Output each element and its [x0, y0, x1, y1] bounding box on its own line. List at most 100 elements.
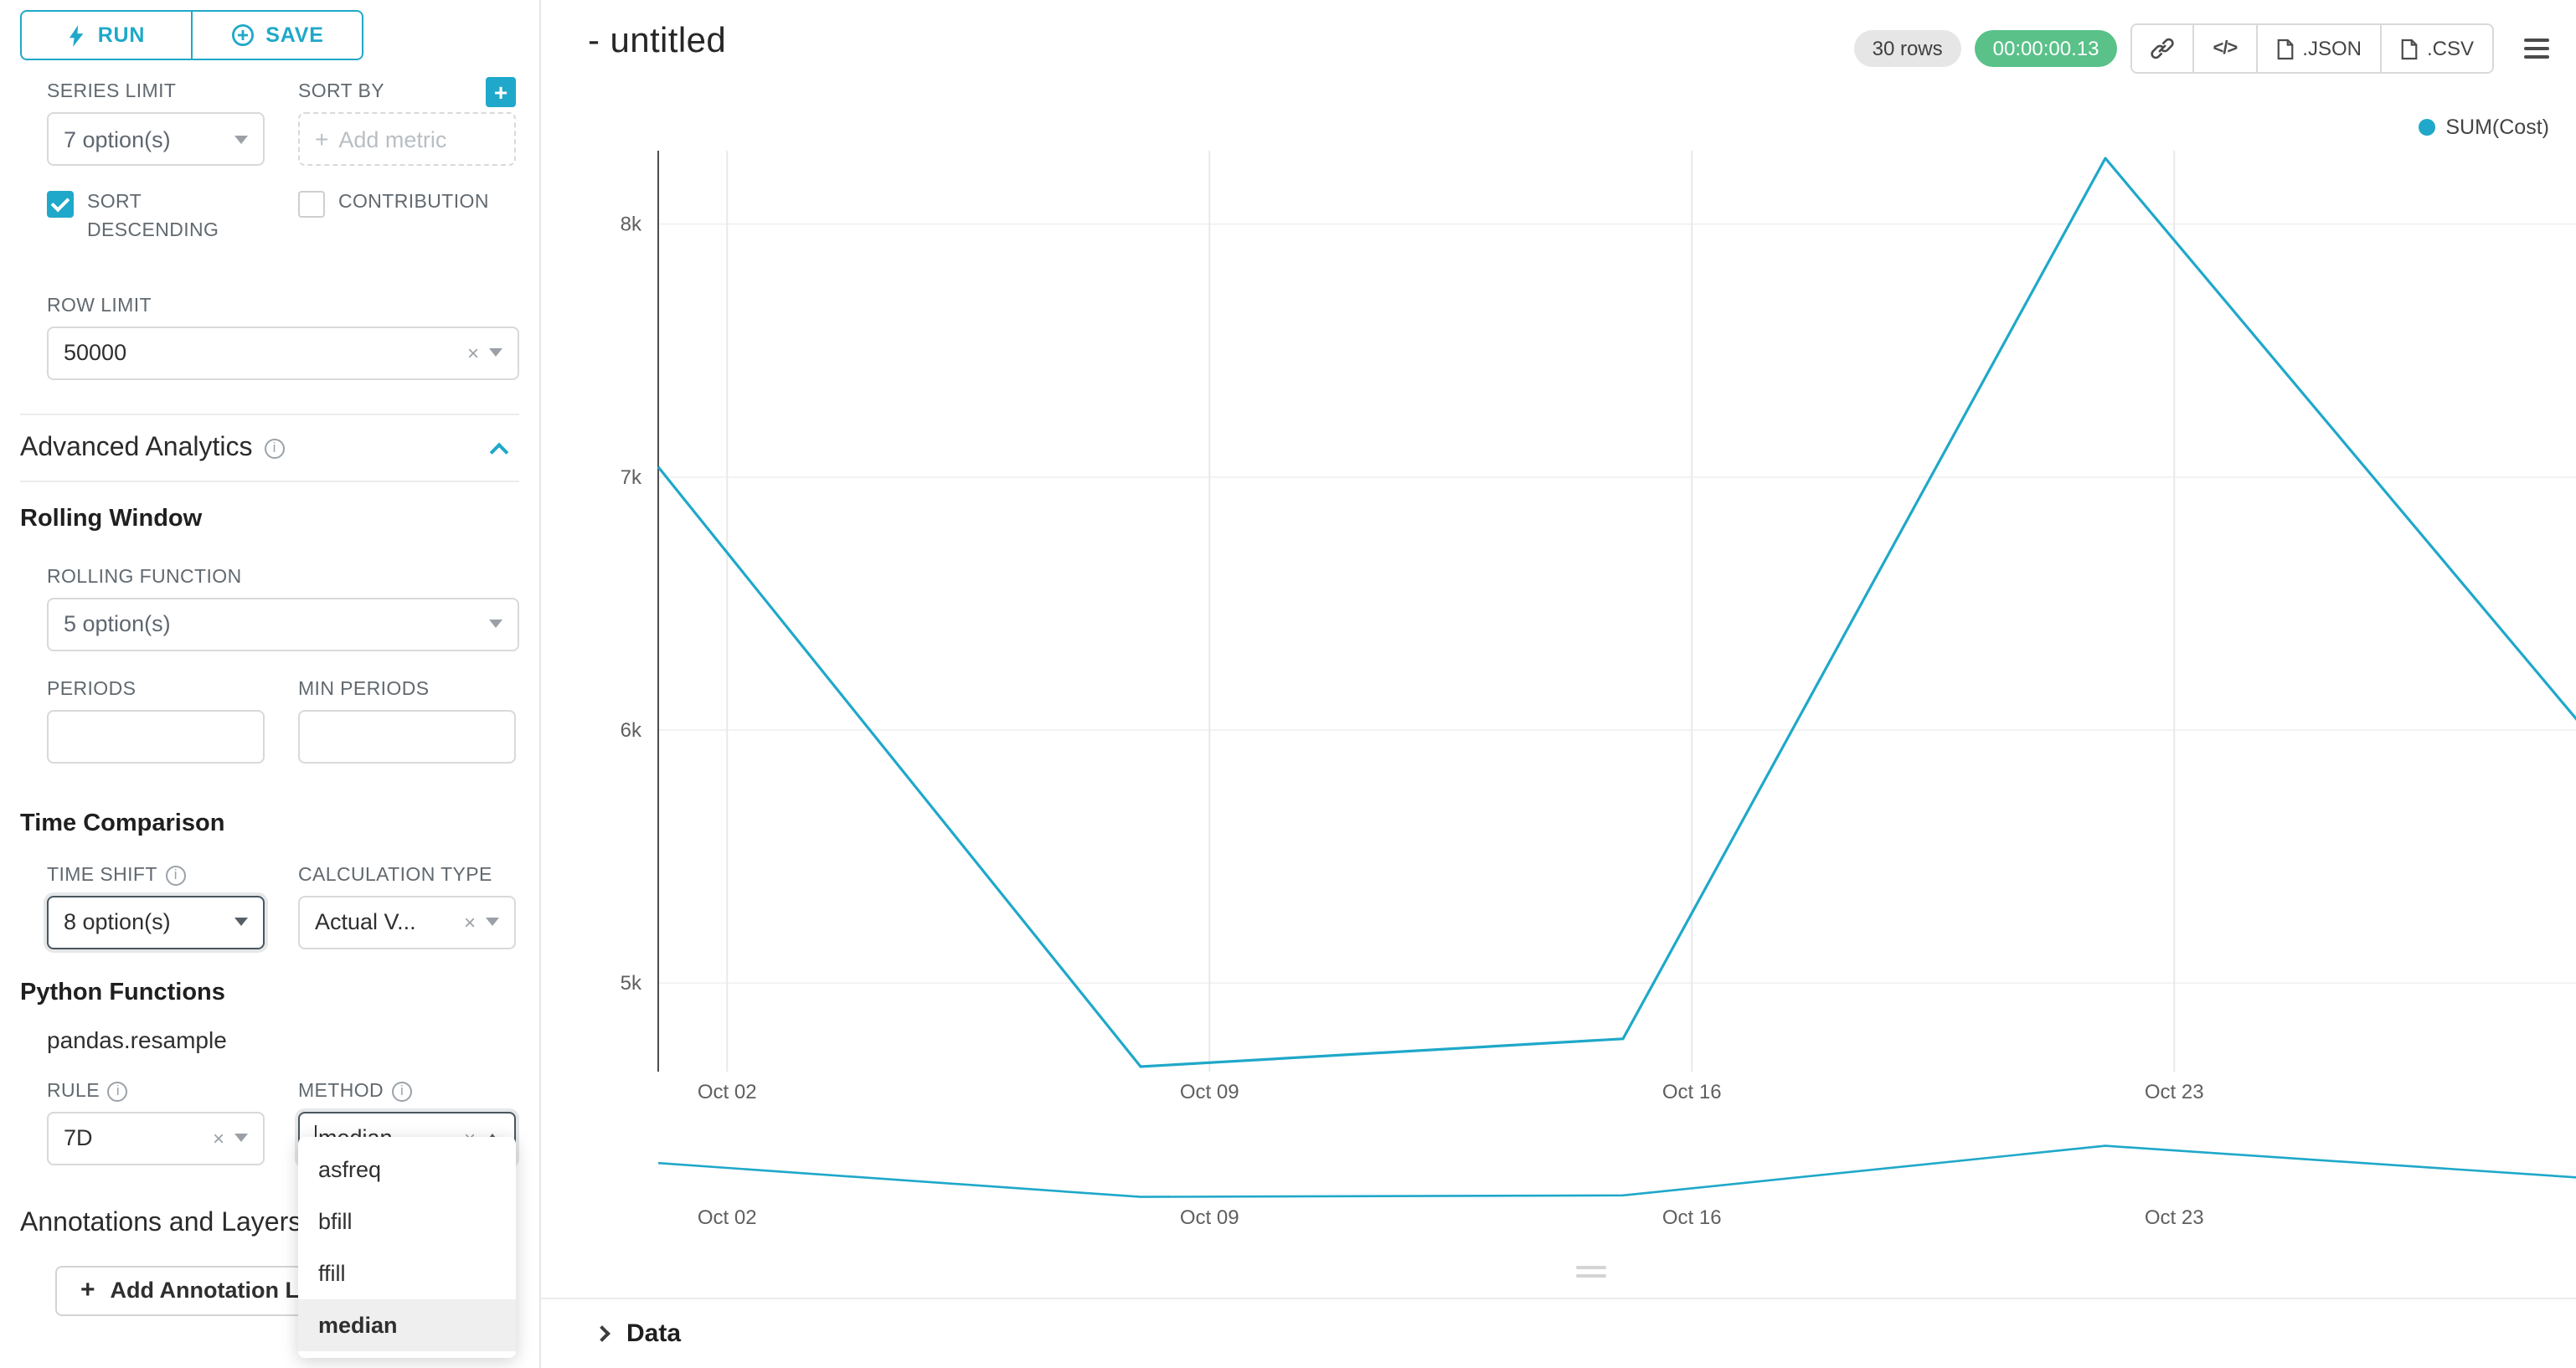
method-option[interactable]: median [298, 1299, 516, 1350]
series-limit-control: SERIES LIMIT 7 option(s) [47, 77, 265, 166]
sort-descending-label: SORT DESCENDING [87, 193, 219, 242]
rolling-function-control: ROLLING FUNCTION 5 option(s) [47, 562, 519, 651]
save-icon [231, 23, 254, 47]
menu-button[interactable] [2514, 28, 2559, 69]
row-limit-value: 50000 [64, 340, 127, 365]
svg-text:Oct 02: Oct 02 [698, 1206, 757, 1229]
json-label: .JSON [2302, 37, 2362, 60]
svg-text:6k: 6k [621, 719, 642, 742]
rule-value: 7D [64, 1125, 93, 1150]
calculation-type-label: CALCULATION TYPE [298, 865, 492, 885]
rows-badge: 30 rows [1853, 30, 1961, 67]
chevron-down-icon [234, 1134, 248, 1142]
time-shift-value: 8 option(s) [64, 909, 171, 934]
export-json-button[interactable]: .JSON [2255, 25, 2380, 72]
method-option[interactable]: ffill [318, 1260, 346, 1285]
legend[interactable]: SUM(Cost) [2419, 116, 2549, 139]
clear-icon[interactable]: × [212, 1126, 224, 1149]
python-functions-title: Python Functions [20, 979, 225, 1005]
calculation-type-value: Actual V... [315, 909, 416, 934]
sort-by-label: SORT BY [298, 82, 384, 102]
control-panel: RUN SAVE SERIES LIMIT 7 option(s) SOR [0, 0, 541, 1368]
checkbox-unchecked-icon [298, 191, 325, 218]
calculation-type-control: CALCULATION TYPE Actual V... × [298, 860, 516, 949]
export-button-group: </> .JSON .CSV [2130, 23, 2494, 74]
run-label: RUN [97, 23, 146, 47]
clear-icon[interactable]: × [463, 910, 476, 933]
chevron-down-icon [234, 135, 248, 143]
periods-input[interactable] [47, 709, 265, 763]
resize-handle[interactable] [1576, 1266, 1606, 1278]
method-option[interactable]: asfreq [318, 1156, 382, 1181]
sort-by-select[interactable]: + Add metric [298, 112, 516, 166]
data-panel-toggle[interactable]: Data [594, 1319, 747, 1348]
rule-select[interactable]: 7D × [47, 1111, 265, 1165]
info-icon: i [107, 1081, 128, 1101]
svg-text:Oct 23: Oct 23 [2145, 1206, 2204, 1229]
mini-chart-preview[interactable]: Oct 02 Oct 09 Oct 16 Oct 23 [541, 1132, 2576, 1239]
contribution-label: CONTRIBUTION [338, 193, 489, 213]
svg-text:Oct 02: Oct 02 [698, 1081, 757, 1103]
info-icon: i [264, 438, 285, 458]
data-panel: Data [541, 1298, 2576, 1368]
time-comparison-title: Time Comparison [20, 810, 225, 836]
svg-text:Oct 16: Oct 16 [1662, 1206, 1722, 1229]
timer-badge: 00:00:00.13 [1974, 30, 2118, 67]
file-icon [2401, 38, 2418, 59]
legend-dot-icon [2419, 119, 2436, 136]
rolling-function-select[interactable]: 5 option(s) [47, 597, 519, 651]
run-button[interactable]: RUN [20, 10, 193, 60]
advanced-analytics-header[interactable]: Advanced Analytics i [20, 414, 519, 480]
bolt-icon [70, 24, 85, 46]
code-icon: </> [2213, 39, 2238, 59]
chart-header-actions: 30 rows 00:00:00.13 </> .JSON . [1853, 23, 2559, 74]
line-chart[interactable]: 5k 6k 7k 8k Oct 02 Oct 09 Oct 16 Oct 23 [541, 134, 2576, 1125]
periods-control: PERIODS [47, 674, 265, 763]
chevron-down-icon [234, 918, 248, 926]
row-limit-control: ROW LIMIT 50000 × [47, 291, 519, 379]
row-limit-label: ROW LIMIT [47, 296, 152, 316]
min-periods-control: MIN PERIODS [298, 674, 516, 763]
method-option[interactable]: bfill [318, 1208, 353, 1233]
chevron-right-icon [594, 1325, 611, 1342]
data-panel-title: Data [626, 1319, 682, 1348]
time-shift-label: TIME SHIFT i [47, 860, 265, 890]
row-limit-select[interactable]: 50000 × [47, 326, 519, 379]
save-label: SAVE [265, 23, 324, 47]
add-metric-button[interactable]: + [486, 77, 516, 107]
save-button[interactable]: SAVE [193, 10, 363, 60]
export-csv-button[interactable]: .CSV [2379, 25, 2492, 72]
chevron-down-icon [486, 918, 499, 926]
rule-control: RULE i 7D × [47, 1076, 265, 1165]
plus-icon: + [315, 126, 329, 152]
checkbox-checked-icon [47, 191, 74, 218]
file-icon [2276, 38, 2293, 59]
series-limit-value: 7 option(s) [64, 126, 171, 152]
run-save-button-group: RUN SAVE [20, 10, 363, 60]
svg-text:Oct 23: Oct 23 [2145, 1081, 2204, 1103]
link-icon [2151, 38, 2175, 59]
series-limit-label: SERIES LIMIT [47, 82, 177, 102]
copy-link-button[interactable] [2132, 25, 2193, 72]
time-shift-select[interactable]: 8 option(s) [47, 895, 265, 949]
method-label: METHOD i [298, 1076, 516, 1106]
legend-label: SUM(Cost) [2445, 116, 2549, 139]
calculation-type-select[interactable]: Actual V... × [298, 895, 516, 949]
clear-icon[interactable]: × [466, 341, 479, 364]
min-periods-label: MIN PERIODS [298, 679, 430, 699]
series-limit-select[interactable]: 7 option(s) [47, 112, 265, 166]
contribution-checkbox[interactable]: CONTRIBUTION [298, 189, 516, 247]
svg-text:8k: 8k [621, 213, 642, 236]
embed-code-button[interactable]: </> [2192, 25, 2256, 72]
svg-text:5k: 5k [621, 972, 642, 995]
divider [20, 413, 519, 414]
chevron-down-icon [489, 620, 502, 628]
sort-by-control: SORT BY + + Add metric [298, 77, 516, 166]
chevron-up-icon[interactable] [489, 441, 509, 461]
divider [20, 480, 519, 481]
min-periods-input[interactable] [298, 709, 516, 763]
sort-descending-checkbox[interactable]: SORT DESCENDING [47, 189, 265, 247]
info-icon: i [392, 1081, 413, 1101]
